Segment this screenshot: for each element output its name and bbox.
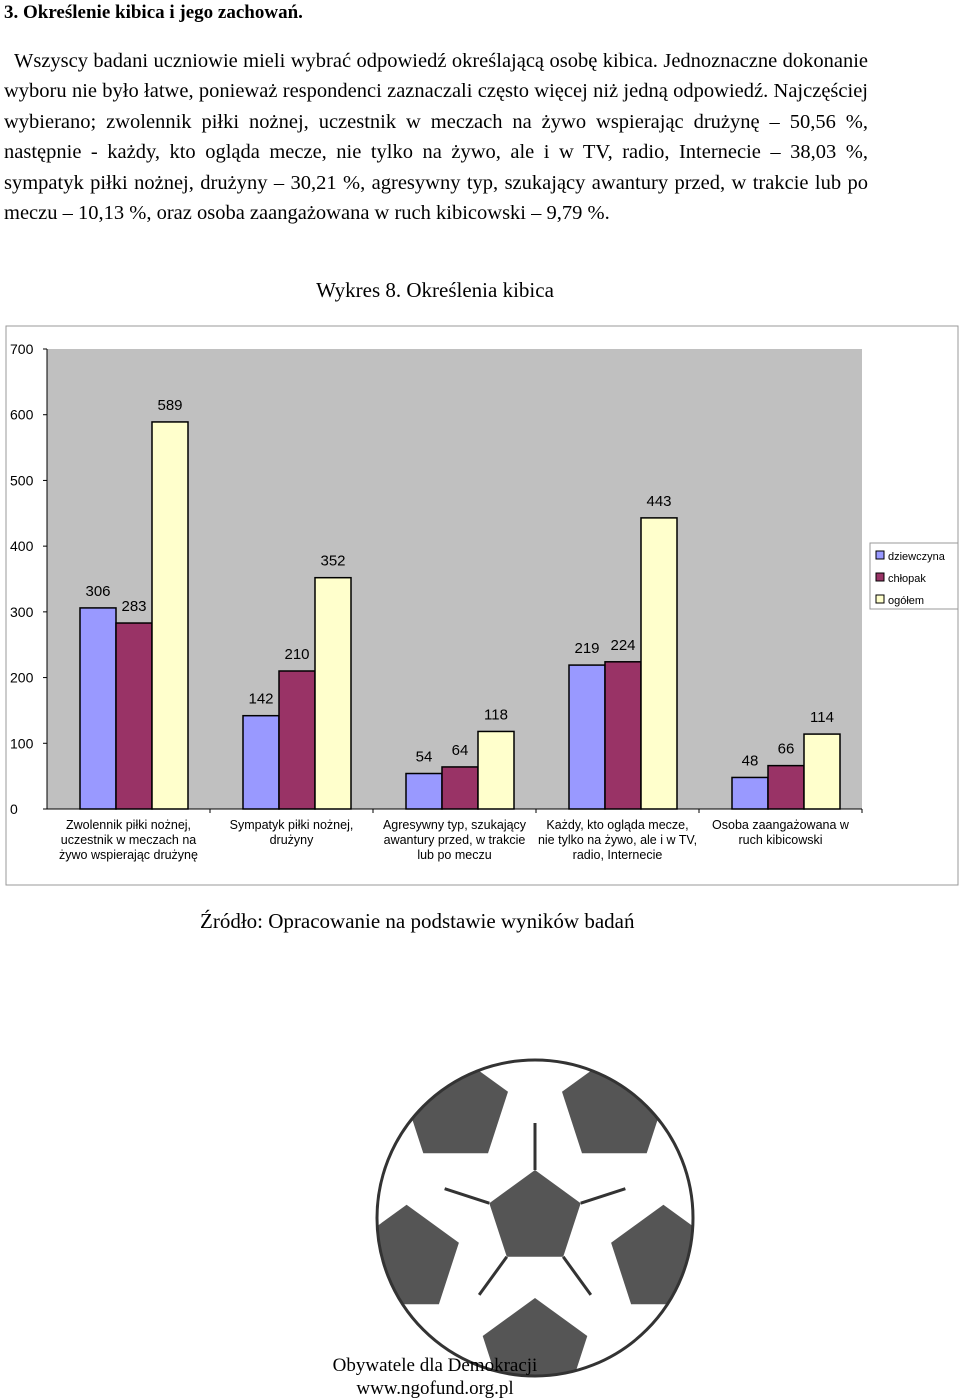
legend-frame bbox=[869, 542, 959, 610]
x-tick-label: Osoba zaangażowana w ruch kibicowski bbox=[712, 818, 849, 847]
footer-line: www.ngofund.org.pl bbox=[356, 1378, 514, 1399]
bar bbox=[803, 733, 841, 810]
bar bbox=[79, 607, 117, 810]
data-label: 48 bbox=[742, 752, 759, 769]
bar bbox=[640, 517, 678, 810]
y-tick-label: 700 bbox=[10, 341, 34, 357]
ball-seam bbox=[580, 1187, 626, 1205]
footer-line: Obywatele dla Demokracji bbox=[332, 1355, 538, 1376]
heading: 3. Określenie kibica i jego zachowań. bbox=[4, 2, 303, 23]
ball-pattern bbox=[377, 1060, 693, 1376]
ball-seam bbox=[444, 1187, 490, 1205]
legend-swatch bbox=[875, 550, 885, 560]
data-label: 352 bbox=[320, 553, 345, 570]
ball-seam bbox=[561, 1255, 593, 1296]
legend-label: dziewczyna bbox=[888, 551, 946, 563]
x-tick-label: Każdy, kto ogląda mecze, nie tylko na ży… bbox=[537, 818, 698, 862]
x-tick-label: Sympatyk piłki nożnej, drużyny bbox=[229, 818, 354, 847]
bar bbox=[477, 730, 515, 810]
bar bbox=[441, 766, 479, 810]
y-tick-label: 100 bbox=[10, 735, 34, 751]
y-tick-label: 300 bbox=[10, 604, 34, 620]
bar bbox=[731, 776, 769, 810]
bar bbox=[278, 670, 316, 810]
ball-seam bbox=[477, 1255, 509, 1296]
bar bbox=[151, 421, 189, 810]
data-label: 118 bbox=[484, 706, 508, 723]
bar bbox=[242, 714, 280, 810]
bar bbox=[604, 661, 642, 810]
data-label: 210 bbox=[284, 646, 309, 663]
data-label: 219 bbox=[574, 640, 599, 657]
y-tick-label: 500 bbox=[10, 472, 34, 488]
data-label: 283 bbox=[121, 598, 146, 615]
data-label: 224 bbox=[610, 637, 635, 654]
bar bbox=[405, 772, 443, 810]
data-label: 54 bbox=[416, 749, 433, 766]
source: Źródło: Opracowanie na podstawie wyników… bbox=[200, 909, 635, 933]
y-tick-label: 400 bbox=[10, 538, 34, 554]
x-tick-label: Zwolennik piłki nożnej, uczestnik w mecz… bbox=[59, 818, 198, 862]
data-label: 114 bbox=[810, 709, 834, 726]
bar bbox=[314, 576, 352, 810]
ball-outline bbox=[375, 1058, 695, 1378]
ball-patch bbox=[489, 1170, 581, 1257]
bar bbox=[767, 764, 805, 810]
data-label: 443 bbox=[646, 493, 671, 510]
legend-swatch bbox=[875, 594, 885, 604]
data-label: 589 bbox=[157, 397, 182, 414]
data-label: 64 bbox=[452, 742, 469, 759]
x-tick-label: Agresywny typ, szukający awantury przed,… bbox=[382, 818, 527, 862]
y-tick-label: 600 bbox=[10, 407, 34, 423]
y-tick-label: 200 bbox=[10, 670, 34, 686]
paragraph: Wszyscy badani uczniowie mieli wybrać od… bbox=[4, 50, 868, 225]
data-label: 142 bbox=[248, 691, 273, 708]
chart-caption: Wykres 8. Określenia kibica bbox=[316, 278, 554, 302]
y-tick-label: 0 bbox=[10, 801, 18, 817]
bar bbox=[115, 622, 153, 810]
legend-swatch bbox=[875, 572, 885, 582]
legend-label: chłopak bbox=[888, 573, 926, 585]
football bbox=[375, 1058, 695, 1378]
data-label: 66 bbox=[778, 741, 795, 758]
bar bbox=[568, 664, 606, 810]
data-label: 306 bbox=[85, 583, 110, 600]
legend-label: ogółem bbox=[888, 595, 924, 607]
